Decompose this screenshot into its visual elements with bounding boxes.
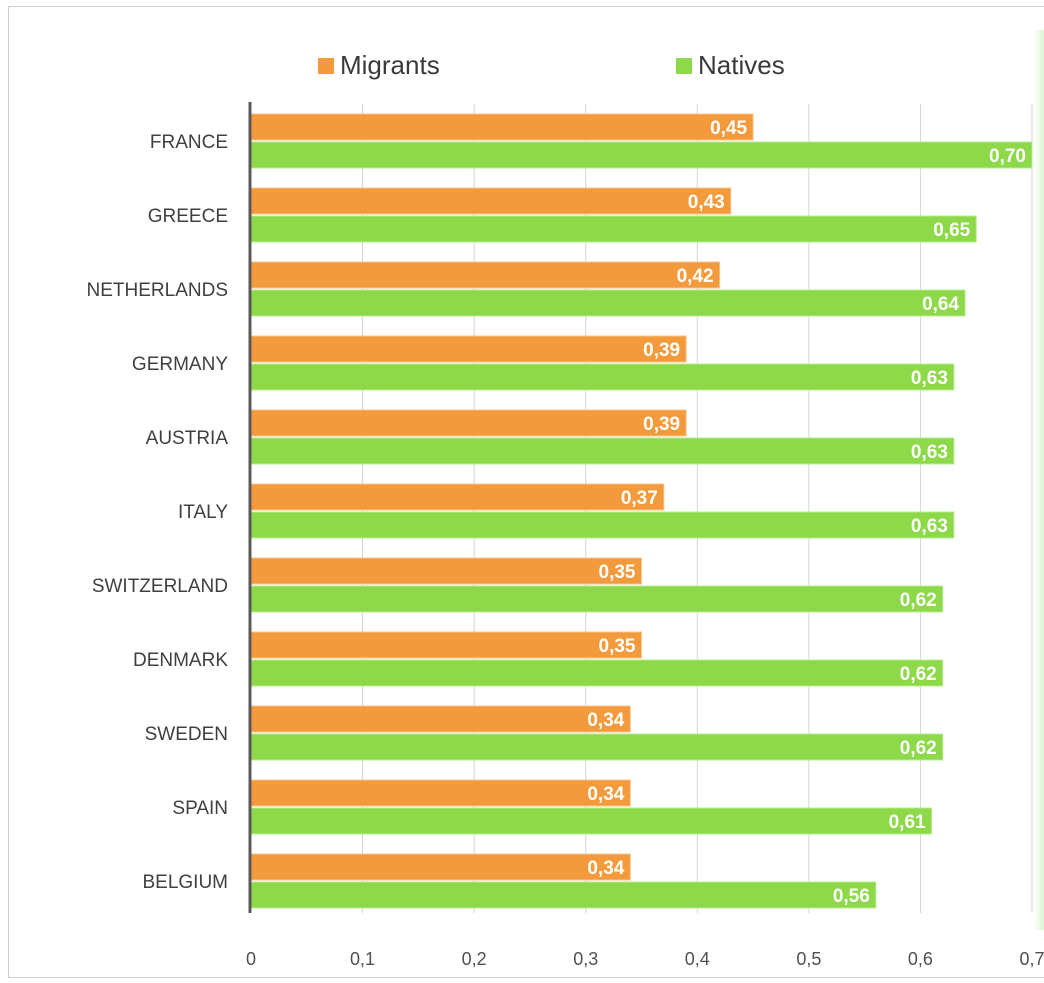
- bar-natives: [250, 659, 944, 687]
- x-tick-label: 0,3: [573, 949, 598, 969]
- bar-migrants: [250, 631, 642, 659]
- bar-natives: [250, 289, 966, 317]
- legend-item-migrants: Migrants: [318, 50, 440, 81]
- x-tick-label: 0,7: [1019, 949, 1044, 969]
- category-label: GERMANY: [132, 354, 228, 375]
- legend-swatch-migrants: [318, 57, 334, 74]
- category-label: SWITZERLAND: [92, 576, 228, 597]
- bar-migrants: [250, 779, 631, 807]
- data-label: 0,70: [989, 146, 1026, 167]
- x-tick-label: 0,2: [462, 949, 487, 969]
- bar-natives: [250, 807, 933, 835]
- data-label: 0,56: [833, 886, 870, 907]
- category-label: FRANCE: [150, 132, 228, 153]
- data-label: 0,65: [933, 220, 970, 241]
- category-label: BELGIUM: [142, 872, 228, 893]
- bar-migrants: [250, 409, 687, 437]
- bar-natives: [250, 881, 877, 909]
- data-label: 0,62: [900, 738, 937, 759]
- data-label: 0,37: [621, 488, 658, 509]
- legend-swatch-natives: [676, 57, 692, 74]
- category-label: ITALY: [178, 502, 228, 523]
- legend-label-migrants: Migrants: [340, 50, 440, 80]
- data-label: 0,39: [643, 340, 680, 361]
- category-label: GREECE: [148, 206, 228, 227]
- bar-natives: [250, 141, 1033, 169]
- bar-migrants: [250, 483, 665, 511]
- x-tick-label: 0,4: [685, 949, 710, 969]
- bar-migrants: [250, 705, 631, 733]
- data-label: 0,35: [599, 562, 636, 583]
- bar-migrants: [250, 113, 754, 141]
- data-label: 0,35: [599, 636, 636, 657]
- data-label: 0,34: [587, 784, 624, 805]
- data-label: 0,61: [889, 812, 926, 833]
- data-label: 0,62: [900, 664, 937, 685]
- bar-natives: [250, 585, 944, 613]
- bar-natives: [250, 215, 977, 243]
- bar-migrants: [250, 853, 631, 881]
- bar-migrants: [250, 187, 732, 215]
- data-label: 0,43: [688, 192, 725, 213]
- data-label: 0,39: [643, 414, 680, 435]
- bar-natives: [250, 733, 944, 761]
- bar-natives: [250, 511, 955, 539]
- category-label: SPAIN: [172, 798, 228, 819]
- legend-label-natives: Natives: [698, 50, 785, 80]
- data-label: 0,62: [900, 590, 937, 611]
- data-label: 0,63: [911, 516, 948, 537]
- category-label: AUSTRIA: [146, 428, 229, 449]
- data-label: 0,63: [911, 442, 948, 463]
- x-tick-label: 0,5: [796, 949, 821, 969]
- bar-natives: [250, 437, 955, 465]
- data-label: 0,63: [911, 368, 948, 389]
- right-edge-shadow: [1034, 30, 1044, 930]
- bar-migrants: [250, 335, 687, 363]
- data-label: 0,34: [587, 858, 624, 879]
- legend-item-natives: Natives: [676, 50, 785, 81]
- category-label: SWEDEN: [145, 724, 228, 745]
- x-tick-label: 0: [246, 949, 256, 969]
- x-tick-label: 0,6: [908, 949, 933, 969]
- data-label: 0,42: [677, 266, 714, 287]
- bar-migrants: [250, 557, 642, 585]
- x-tick-label: 0,1: [350, 949, 375, 969]
- bar-migrants: [250, 261, 721, 289]
- data-label: 0,34: [587, 710, 624, 731]
- data-label: 0,45: [710, 118, 747, 139]
- category-label: DENMARK: [133, 650, 228, 671]
- category-label: NETHERLANDS: [87, 280, 228, 301]
- bar-natives: [250, 363, 955, 391]
- data-label: 0,64: [922, 294, 959, 315]
